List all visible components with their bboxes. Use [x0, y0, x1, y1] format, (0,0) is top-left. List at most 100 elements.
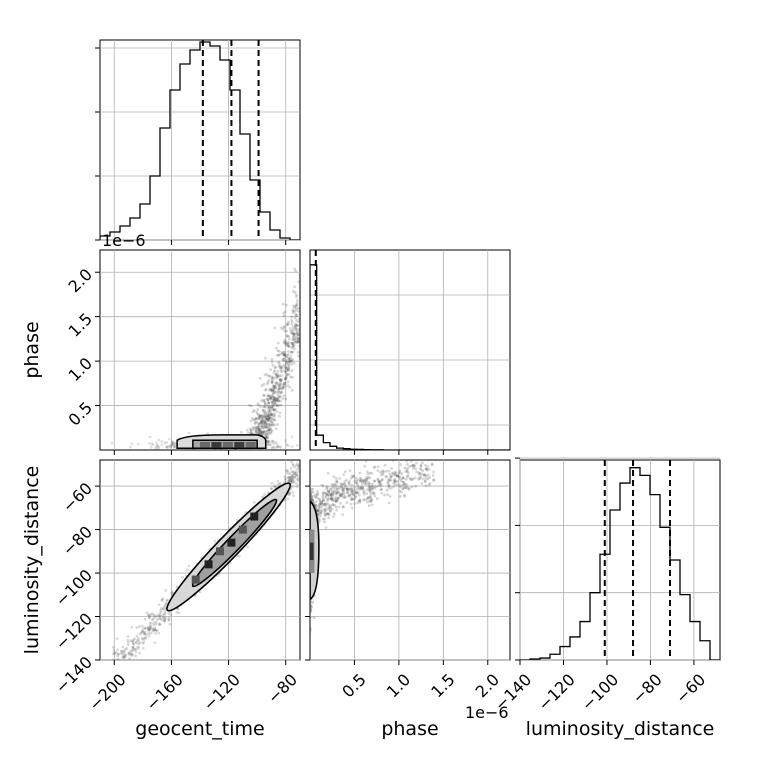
- scatter-point: [164, 589, 168, 592]
- scatter-point: [264, 417, 268, 420]
- scatter-point: [343, 496, 347, 499]
- scatter-point: [405, 460, 408, 461]
- scatter-point: [342, 492, 346, 496]
- scatter-point: [265, 404, 269, 408]
- scatter-point: [401, 480, 405, 484]
- scatter-point: [148, 621, 152, 625]
- scatter-point: [291, 464, 295, 467]
- scatter-point: [406, 474, 410, 477]
- scatter-point: [348, 487, 352, 491]
- scatter-point: [123, 655, 126, 659]
- scatter-point: [419, 466, 422, 470]
- scatter-point: [286, 363, 290, 367]
- scatter-point: [154, 620, 158, 624]
- scatter-point: [151, 617, 155, 621]
- scatter-point: [336, 491, 340, 494]
- scatter-point: [278, 395, 282, 399]
- scatter-point: [283, 353, 287, 357]
- scatter-point: [274, 399, 278, 403]
- scatter-point: [296, 333, 300, 337]
- scatter-point: [269, 426, 272, 430]
- scatter-point: [338, 477, 342, 480]
- geocent-phase-joint-frame: [99, 249, 301, 451]
- scatter-point: [270, 395, 274, 398]
- scatter-point: [269, 389, 273, 393]
- scatter-point: [170, 442, 174, 446]
- scatter-point: [293, 337, 296, 341]
- scatter-point: [151, 627, 155, 631]
- scatter-point: [123, 653, 127, 657]
- scatter-point: [153, 628, 156, 632]
- scatter-point: [285, 323, 289, 327]
- scatter-point: [267, 405, 271, 409]
- scatter-point: [169, 445, 173, 449]
- scatter-point: [288, 385, 292, 389]
- scatter-point: [289, 472, 292, 475]
- scatter-point: [266, 406, 270, 410]
- scatter-point: [318, 506, 321, 510]
- scatter-point: [142, 631, 146, 634]
- scatter-point: [249, 429, 253, 433]
- scatter-point: [249, 428, 253, 432]
- geocent-phase-joint-ytick-label-2: 1.5: [65, 309, 96, 340]
- scatter-point: [290, 480, 294, 484]
- scatter-point: [405, 475, 409, 479]
- scatter-point: [359, 486, 363, 490]
- scatter-point: [265, 429, 269, 433]
- scatter-point: [296, 464, 300, 468]
- scatter-point: [263, 420, 267, 424]
- scatter-point: [379, 479, 382, 483]
- scatter-point: [170, 443, 174, 447]
- scatter-point: [157, 631, 161, 635]
- scatter-point: [143, 637, 146, 641]
- scatter-point: [295, 299, 299, 302]
- scatter-point: [350, 483, 354, 487]
- scatter-point: [348, 480, 351, 483]
- scatter-point: [291, 462, 295, 466]
- scatter-point: [272, 412, 276, 416]
- scatter-point: [132, 642, 136, 646]
- scatter-point: [337, 505, 341, 509]
- scatter-point: [246, 431, 250, 435]
- phase-distance-joint-panel: 0.5 1.0 1.5 2.0: [305, 455, 511, 701]
- scatter-point: [148, 626, 152, 630]
- scatter-point: [133, 648, 137, 651]
- scatter-point: [185, 568, 189, 572]
- scatter-point: [334, 499, 338, 503]
- scatter-point: [163, 605, 166, 609]
- scatter-point: [339, 501, 342, 505]
- scatter-point: [312, 494, 316, 498]
- scatter-point: [163, 612, 167, 615]
- scatter-point: [430, 455, 433, 458]
- scatter-point: [257, 431, 261, 434]
- scatter-point: [336, 496, 340, 500]
- scatter-point: [372, 491, 376, 495]
- scatter-point: [144, 633, 148, 636]
- scatter-point: [387, 484, 391, 488]
- scatter-point: [312, 616, 316, 620]
- scatter-point: [198, 590, 202, 594]
- scatter-point: [290, 341, 293, 345]
- scatter-point: [283, 384, 286, 387]
- scatter-point: [159, 617, 163, 621]
- scatter-point: [367, 487, 371, 491]
- scatter-point: [145, 626, 148, 630]
- scatter-point: [270, 429, 274, 433]
- scatter-point: [333, 503, 337, 507]
- scatter-point: [360, 479, 363, 483]
- scatter-point: [343, 482, 347, 486]
- scatter-point: [389, 486, 393, 490]
- scatter-point: [269, 443, 273, 446]
- scatter-point: [283, 370, 287, 374]
- scatter-point: [172, 443, 176, 447]
- scatter-point: [120, 666, 123, 669]
- scatter-point: [276, 383, 280, 387]
- scatter-point: [271, 400, 275, 404]
- geocent-distance-joint-frame: [99, 459, 301, 661]
- scatter-point: [297, 340, 300, 343]
- scatter-point: [110, 441, 114, 445]
- scatter-point: [335, 480, 339, 484]
- scatter-point: [291, 474, 295, 477]
- scatter-point: [342, 505, 345, 509]
- scatter-point: [130, 649, 134, 652]
